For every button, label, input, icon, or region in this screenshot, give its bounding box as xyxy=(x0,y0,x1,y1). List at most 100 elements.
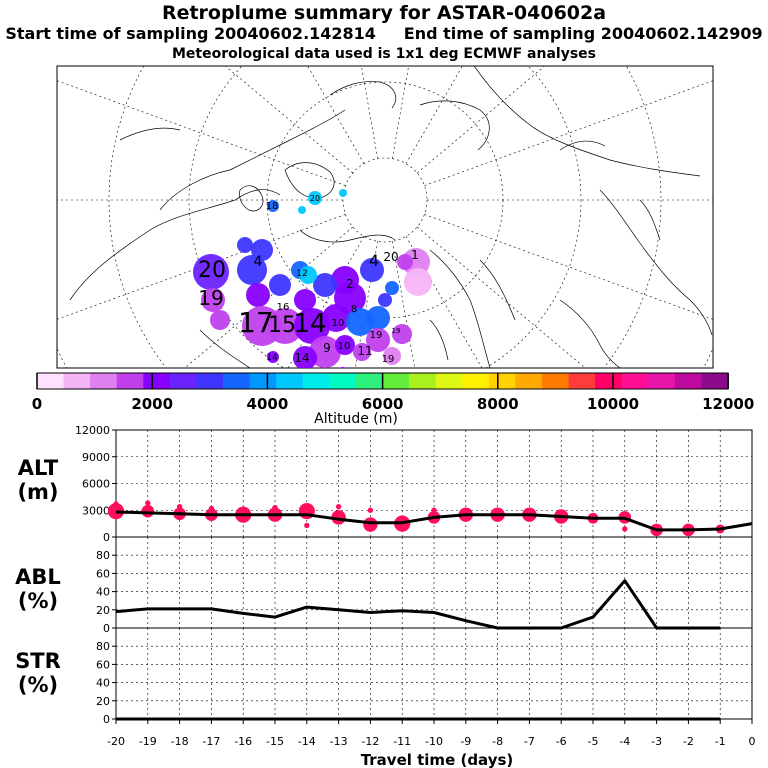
y-tick-label: 12000 xyxy=(75,424,110,437)
plume-blob xyxy=(397,254,413,270)
meridian-line xyxy=(57,214,346,320)
map-point-label: 17 xyxy=(238,306,274,339)
colorbar-swatch xyxy=(329,373,357,389)
plume-blob xyxy=(293,346,317,368)
plume-blob xyxy=(251,239,273,261)
map-point-label: 20 xyxy=(383,250,398,264)
plume-blob xyxy=(299,266,317,284)
coastline-segment xyxy=(419,100,490,151)
latitude-circle xyxy=(188,66,582,368)
coastline-segment xyxy=(559,299,621,368)
colorbar-swatch xyxy=(276,373,304,389)
map-point-label: 1 xyxy=(411,248,419,262)
meridian-line xyxy=(57,80,346,186)
plume-altitude-point xyxy=(176,503,183,510)
colorbar-tick-label: 6000 xyxy=(362,395,404,413)
plume-blob xyxy=(360,258,384,282)
meteo-subtitle: Meteorological data used is 1x1 deg ECMW… xyxy=(172,46,596,62)
coastline-segment xyxy=(429,319,449,361)
x-tick-label: -19 xyxy=(139,735,157,748)
map-point-label: 20 xyxy=(310,194,320,203)
x-tick-label: -17 xyxy=(202,735,220,748)
y-tick-label: 0 xyxy=(103,622,110,635)
plume-blob xyxy=(335,335,355,355)
x-tick-label: -11 xyxy=(393,735,411,748)
meridian-line xyxy=(416,66,546,174)
map-point-label: 9 xyxy=(323,341,331,355)
plume-altitude-point xyxy=(431,507,437,513)
plume-altitude-point xyxy=(208,505,215,512)
colorbar-swatch xyxy=(462,373,490,389)
y-tick-label: 40 xyxy=(96,677,110,690)
y-tick-label: 9000 xyxy=(82,451,110,464)
map-point-label: 4 xyxy=(254,254,263,270)
map-point-label: 10 xyxy=(332,318,345,329)
meridian-line xyxy=(424,80,713,186)
x-tick-label: 0 xyxy=(749,735,756,748)
y-tick-label: 20 xyxy=(96,695,110,708)
colorbar-swatch xyxy=(63,373,91,389)
y-tick-label: 3000 xyxy=(82,504,110,517)
colorbar-tick-label: 10000 xyxy=(587,395,639,413)
colorbar-swatch xyxy=(674,373,702,389)
colorbar-swatch xyxy=(621,373,649,389)
coastline-segment xyxy=(473,66,701,177)
plume-blob xyxy=(201,288,225,312)
series-line xyxy=(115,579,721,630)
colorbar-swatch xyxy=(701,373,729,389)
colorbar-swatch xyxy=(541,373,569,389)
y-tick-label: 40 xyxy=(96,586,110,599)
colorbar-swatch xyxy=(409,373,437,389)
colorbar-swatch xyxy=(302,373,330,389)
coastline-segment xyxy=(159,109,346,211)
colorbar-swatch xyxy=(196,373,224,389)
x-tick-label: -20 xyxy=(107,735,125,748)
x-tick-label: -12 xyxy=(361,735,379,748)
panel-abl: 0 20 40 60 80 ABL (%) xyxy=(15,536,753,635)
plume-blob xyxy=(309,336,341,368)
y-tick-label: 80 xyxy=(96,549,110,562)
meridian-line xyxy=(405,236,483,368)
coastline-segment xyxy=(639,199,661,241)
colorbar-swatch xyxy=(143,373,171,389)
map-point-label: 12 xyxy=(296,269,307,279)
map-point-label: 2 xyxy=(346,277,354,291)
x-tick-label: -7 xyxy=(524,735,535,748)
plume-altitude-point xyxy=(363,517,378,532)
panel-alt: 0 3000 6000 9000 12000 ALT (m) xyxy=(17,424,753,544)
plume-blob xyxy=(237,237,253,253)
map-point-label: 14 xyxy=(294,351,309,365)
map-point-label: 20 xyxy=(198,258,226,283)
y-tick-label: 0 xyxy=(103,713,110,726)
x-tick-label: -1 xyxy=(715,735,726,748)
y-tick-label: 60 xyxy=(96,567,110,580)
map-point-label: 15 xyxy=(268,313,296,338)
plume-blob xyxy=(246,283,270,307)
colorbar-swatch xyxy=(249,373,277,389)
map-point-label: 14 xyxy=(266,353,278,363)
plume-blob xyxy=(269,274,291,296)
plume-altitude-point xyxy=(367,507,374,513)
coastline-segment xyxy=(429,249,491,368)
coastline-segment xyxy=(479,259,516,321)
coastline-segment xyxy=(199,329,251,368)
colorbar-swatch xyxy=(223,373,251,389)
coastline-segment xyxy=(599,189,713,336)
x-tick-label: -9 xyxy=(460,735,471,748)
x-tick-label: -4 xyxy=(619,735,630,748)
plume-blob xyxy=(193,254,229,290)
meridian-line xyxy=(224,66,354,174)
plume-blob xyxy=(404,268,432,296)
map-point-label: 19 xyxy=(382,354,395,365)
x-tick-label: -5 xyxy=(588,735,599,748)
plume-blob xyxy=(331,266,359,294)
plume-blob xyxy=(210,310,230,330)
map-coastlines xyxy=(69,66,713,368)
map-point-label: 4 xyxy=(369,251,379,270)
plume-blob xyxy=(339,189,347,197)
map-point-label: 16 xyxy=(277,302,290,313)
y-tick-label: 80 xyxy=(96,640,110,653)
meridian-line xyxy=(424,214,713,320)
plume-blob xyxy=(298,206,306,214)
